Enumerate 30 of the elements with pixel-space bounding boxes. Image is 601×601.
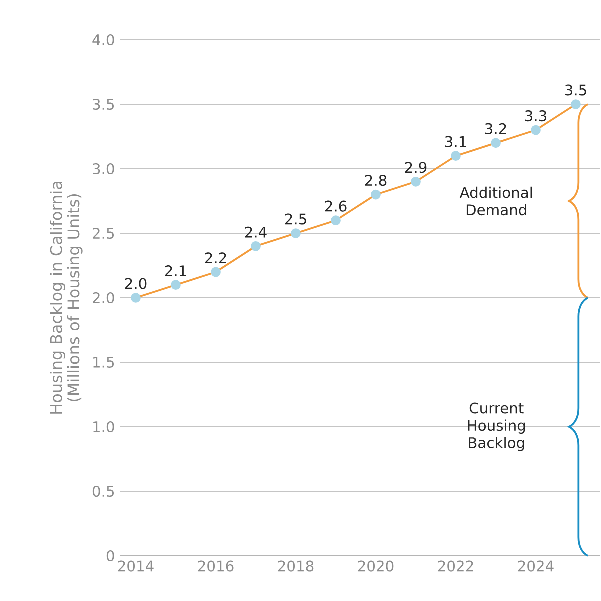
- x-tick-label: 2022: [438, 560, 474, 572]
- data-label: 2.4: [245, 226, 267, 238]
- x-tick-label: 2016: [198, 560, 234, 572]
- data-label: 2.6: [325, 200, 347, 212]
- data-label: 2.0: [125, 278, 147, 290]
- y-tick-label: 1.0: [94, 421, 114, 433]
- y-tick-label: 1.5: [94, 357, 114, 368]
- annotation: Current Housing Backlog: [468, 402, 526, 452]
- data-label: 3.5: [565, 84, 586, 96]
- y-tick-label: 0: [106, 550, 114, 562]
- data-label: 2.8: [365, 175, 387, 186]
- data-label: 2.2: [205, 252, 226, 264]
- x-tick-label: 2014: [118, 560, 154, 572]
- data-label: 2.5: [285, 214, 306, 225]
- annotation: Additional Demand: [460, 186, 532, 216]
- y-tick-label: 4.0: [92, 34, 114, 46]
- y-tick-label: 2.0: [93, 292, 114, 304]
- data-label: 2.1: [165, 266, 186, 276]
- data-label: 3.1: [445, 136, 466, 148]
- y-tick-label: 0.5: [92, 486, 114, 498]
- data-label: 2.9: [405, 162, 427, 174]
- y-tick-label: 2.5: [93, 228, 114, 240]
- y-tick-label: 3.0: [93, 163, 114, 175]
- y-tick-label: 3.5: [93, 98, 114, 110]
- x-tick-label: 2018: [278, 560, 314, 572]
- data-label: 3.3: [525, 110, 546, 122]
- data-label: 3.2: [485, 123, 506, 134]
- x-tick-label: 2024: [518, 560, 554, 572]
- x-tick-label: 2020: [358, 560, 394, 572]
- y-axis-title: Housing Backlog in California (Millions of Housing Units): [50, 182, 83, 414]
